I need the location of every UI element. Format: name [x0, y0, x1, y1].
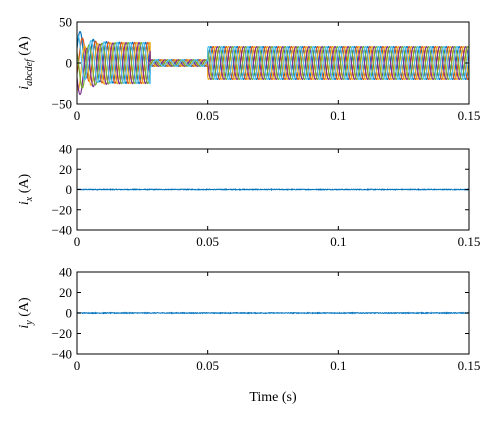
- plot-area-1: [77, 30, 469, 96]
- phase-line-4: [77, 41, 469, 96]
- series-line-1: [77, 187, 469, 192]
- y-axis-label: iabcdef (A): [17, 36, 35, 90]
- y-tick-label: −40: [52, 347, 72, 362]
- x-axis-label: Time (s): [249, 390, 297, 405]
- y-axis-label: ix (A): [17, 174, 35, 206]
- y-tick-label: 20: [59, 162, 72, 177]
- plot-area-3: [77, 311, 469, 315]
- x-tick-label: 0.15: [458, 234, 481, 249]
- phase-line-3: [77, 41, 469, 91]
- x-tick-label: 0: [74, 234, 81, 249]
- x-tick-label: 0.05: [196, 358, 219, 373]
- x-tick-label: 0.1: [330, 234, 346, 249]
- x-tick-label: 0.1: [330, 358, 346, 373]
- y-axis-label: iy (A): [17, 297, 35, 329]
- y-tick-label: 20: [59, 285, 72, 300]
- y-tick-label: 50: [59, 15, 72, 30]
- y-tick-label: 40: [59, 265, 72, 280]
- y-tick-label: 40: [59, 142, 72, 157]
- y-tick-label: −20: [52, 326, 72, 341]
- x-tick-label: 0: [74, 108, 81, 123]
- x-tick-label: 0.05: [196, 234, 219, 249]
- x-tick-label: 0.15: [458, 108, 481, 123]
- y-tick-label: −20: [52, 202, 72, 217]
- x-tick-label: 0.05: [196, 108, 219, 123]
- y-tick-label: 0: [66, 56, 73, 71]
- phase-line-6: [77, 35, 469, 85]
- series-line-1: [77, 311, 469, 315]
- x-tick-label: 0.15: [458, 358, 481, 373]
- y-tick-label: −40: [52, 223, 72, 238]
- y-tick-label: 0: [66, 306, 73, 321]
- x-tick-label: 0.1: [330, 108, 346, 123]
- panel-2: 0 0.05 0.1 0.15 −40 −20 0 20 40 ix (A): [17, 142, 480, 250]
- panel-3: 0 0.05 0.1 0.15 −40 −20 0 20 40 iy (A) Time (s): [17, 265, 480, 406]
- y-tick-label: 0: [66, 182, 73, 197]
- x-tick-label: 0: [74, 358, 81, 373]
- plot-area-2: [77, 187, 469, 192]
- y-tick-label: −50: [52, 97, 72, 112]
